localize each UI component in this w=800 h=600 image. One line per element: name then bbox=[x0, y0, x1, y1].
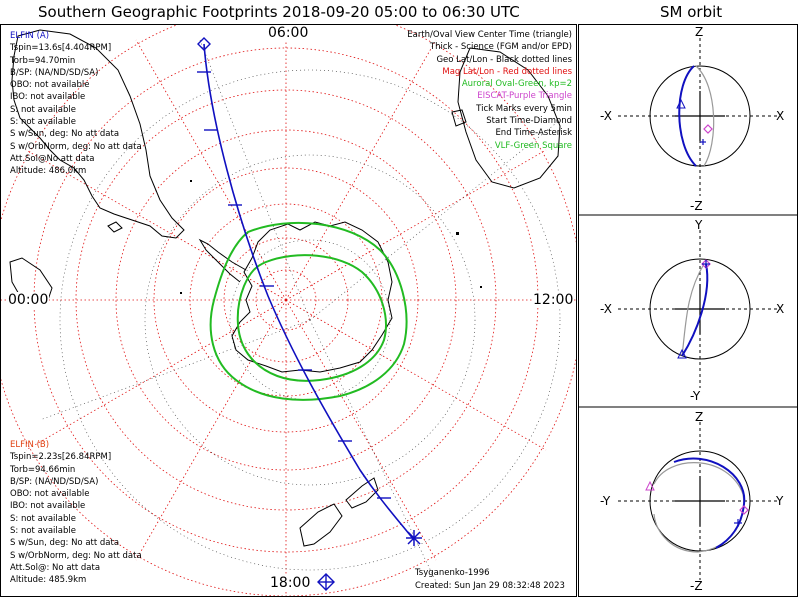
elfin-b-line: S w/OrbNorm, deg: No att data bbox=[10, 550, 142, 561]
new-zealand-coastline bbox=[299, 477, 379, 547]
elfin-b-line: Tspin=2.23s[26.84RPM] bbox=[10, 452, 112, 463]
sm-orbit-panel: Z -Z -X X Y -Y -X X Z -Z -Y Y bbox=[578, 24, 798, 597]
antarctic-peninsula-coastline bbox=[198, 238, 247, 283]
legend-item: Geo Lat/Lon - Black dotted lines bbox=[436, 54, 572, 65]
legend-item: Auroral Oval-Green, kp=2 bbox=[461, 79, 572, 90]
elfin-a-name: ELFIN (A) bbox=[10, 31, 50, 41]
elfin-b-line: Att.Sol@: No att data bbox=[10, 562, 101, 573]
created-timestamp: Created: Sun Jan 29 08:32:48 2023 bbox=[415, 581, 565, 591]
lt-label-top: 06:00 bbox=[267, 25, 310, 41]
elfin-a-line: Altitude: 486.0km bbox=[10, 166, 87, 177]
elfin-b-line: OBO: not available bbox=[10, 489, 90, 500]
panel3-left-label: -Y bbox=[600, 494, 611, 508]
tasmania-coastline bbox=[451, 109, 467, 127]
elfin-b-info: ELFIN (B) Tspin=2.23s[26.84RPM] Torb=94.… bbox=[10, 439, 142, 587]
legend-item: Tick Marks every 5min bbox=[476, 103, 572, 114]
elfin-b-line: S w/Sun, deg: No att data bbox=[10, 538, 120, 549]
panel3-bottom-label: -Z bbox=[690, 579, 703, 593]
model-credit: Tsyganenko-1996 bbox=[415, 568, 490, 578]
panel1-bottom-label: -Z bbox=[690, 199, 703, 213]
auroral-oval bbox=[209, 221, 408, 401]
elfin-b-line: Altitude: 485.9km bbox=[10, 575, 87, 586]
elfin-a-line: Att.Sol@No att data bbox=[10, 153, 95, 164]
elfin-a-line: Tspin=13.6s[4.404RPM] bbox=[10, 43, 112, 54]
elfin-b-line: B/SP: (NA/ND/SD/SA) bbox=[10, 476, 99, 487]
legend-item: VLF-Green Square bbox=[494, 140, 572, 151]
elfin-a-line: S w/Sun, deg: No att data bbox=[10, 129, 120, 140]
elfin-a-line: S: not available bbox=[10, 117, 76, 128]
lt-label-left: 00:00 bbox=[7, 292, 50, 308]
falklands-coastline bbox=[107, 221, 123, 233]
panel2-right-label: X bbox=[776, 302, 784, 316]
map-legend: Earth/Oval View Center Time (triangle) T… bbox=[407, 29, 572, 152]
legend-item: Start Time-Diamond bbox=[486, 116, 572, 127]
south-america-coastline bbox=[11, 29, 185, 239]
panel3-top-label: Z bbox=[695, 410, 703, 424]
elfin-a-info: ELFIN (A) Tspin=13.6s[4.404RPM] Torb=94.… bbox=[10, 30, 142, 178]
panel2-bottom-label: -Y bbox=[690, 389, 701, 403]
legend-item: Mag Lat/Lon - Red dotted lines bbox=[442, 66, 572, 77]
geo-grid bbox=[39, 39, 561, 591]
end-asterisk bbox=[406, 530, 422, 546]
legend-item: End Time-Asterisk bbox=[495, 128, 572, 139]
elfin-a-line: S: not available bbox=[10, 104, 76, 115]
elfin-a-line: S w/OrbNorm, deg: No att data bbox=[10, 141, 142, 152]
australia-coastline bbox=[457, 47, 561, 189]
lt-label-right: 12:00 bbox=[532, 292, 575, 308]
panel2-top-label: Y bbox=[694, 218, 703, 232]
orbit-title: SM orbit bbox=[660, 3, 723, 21]
elfin-a-line: IBO: not available bbox=[10, 92, 86, 103]
legend-item: Earth/Oval View Center Time (triangle) bbox=[407, 30, 572, 40]
legend-item: Thick - Science (FGM and/or EPD) bbox=[429, 42, 572, 53]
panel3-right-label: Y bbox=[775, 494, 784, 508]
legend-item: EISCAT-Purple Triangle bbox=[477, 91, 572, 102]
elfin-b-line: Torb=94.66min bbox=[10, 464, 76, 475]
panel1-left-label: -X bbox=[600, 109, 612, 123]
view-center-marker bbox=[317, 573, 335, 591]
small-islands bbox=[180, 180, 482, 294]
panel2-left-label: -X bbox=[600, 302, 612, 316]
orbit-view-yz bbox=[618, 422, 778, 580]
lt-label-bottom: 18:00 bbox=[269, 575, 312, 591]
elfin-a-line: B/SP: (NA/ND/SD/SA) bbox=[10, 67, 99, 78]
elfin-b-line: IBO: not available bbox=[10, 501, 86, 512]
elfin-b-line: S: not available bbox=[10, 513, 76, 524]
elfin-a-line: OBO: not available bbox=[10, 80, 90, 91]
footprint-map-panel: 06:00 00:00 12:00 18:00 ELFIN (A) Tspin=… bbox=[0, 24, 577, 597]
orbit-view-xz bbox=[618, 38, 778, 196]
elfin-b-name: ELFIN (B) bbox=[10, 440, 50, 450]
orbit-view-xy bbox=[618, 230, 778, 388]
sm-orbit-views: Z -Z -X X Y -Y -X X Z -Z -Y Y bbox=[578, 25, 798, 593]
elfin-a-footprint-track bbox=[197, 37, 422, 546]
elfin-b-line: S: not available bbox=[10, 526, 76, 537]
map-title: Southern Geographic Footprints 2018-09-2… bbox=[38, 3, 520, 21]
elfin-a-line: Torb=94.70min bbox=[10, 55, 76, 66]
panel1-top-label: Z bbox=[695, 25, 703, 39]
start-diamond bbox=[197, 37, 211, 51]
panel1-right-label: X bbox=[776, 109, 784, 123]
